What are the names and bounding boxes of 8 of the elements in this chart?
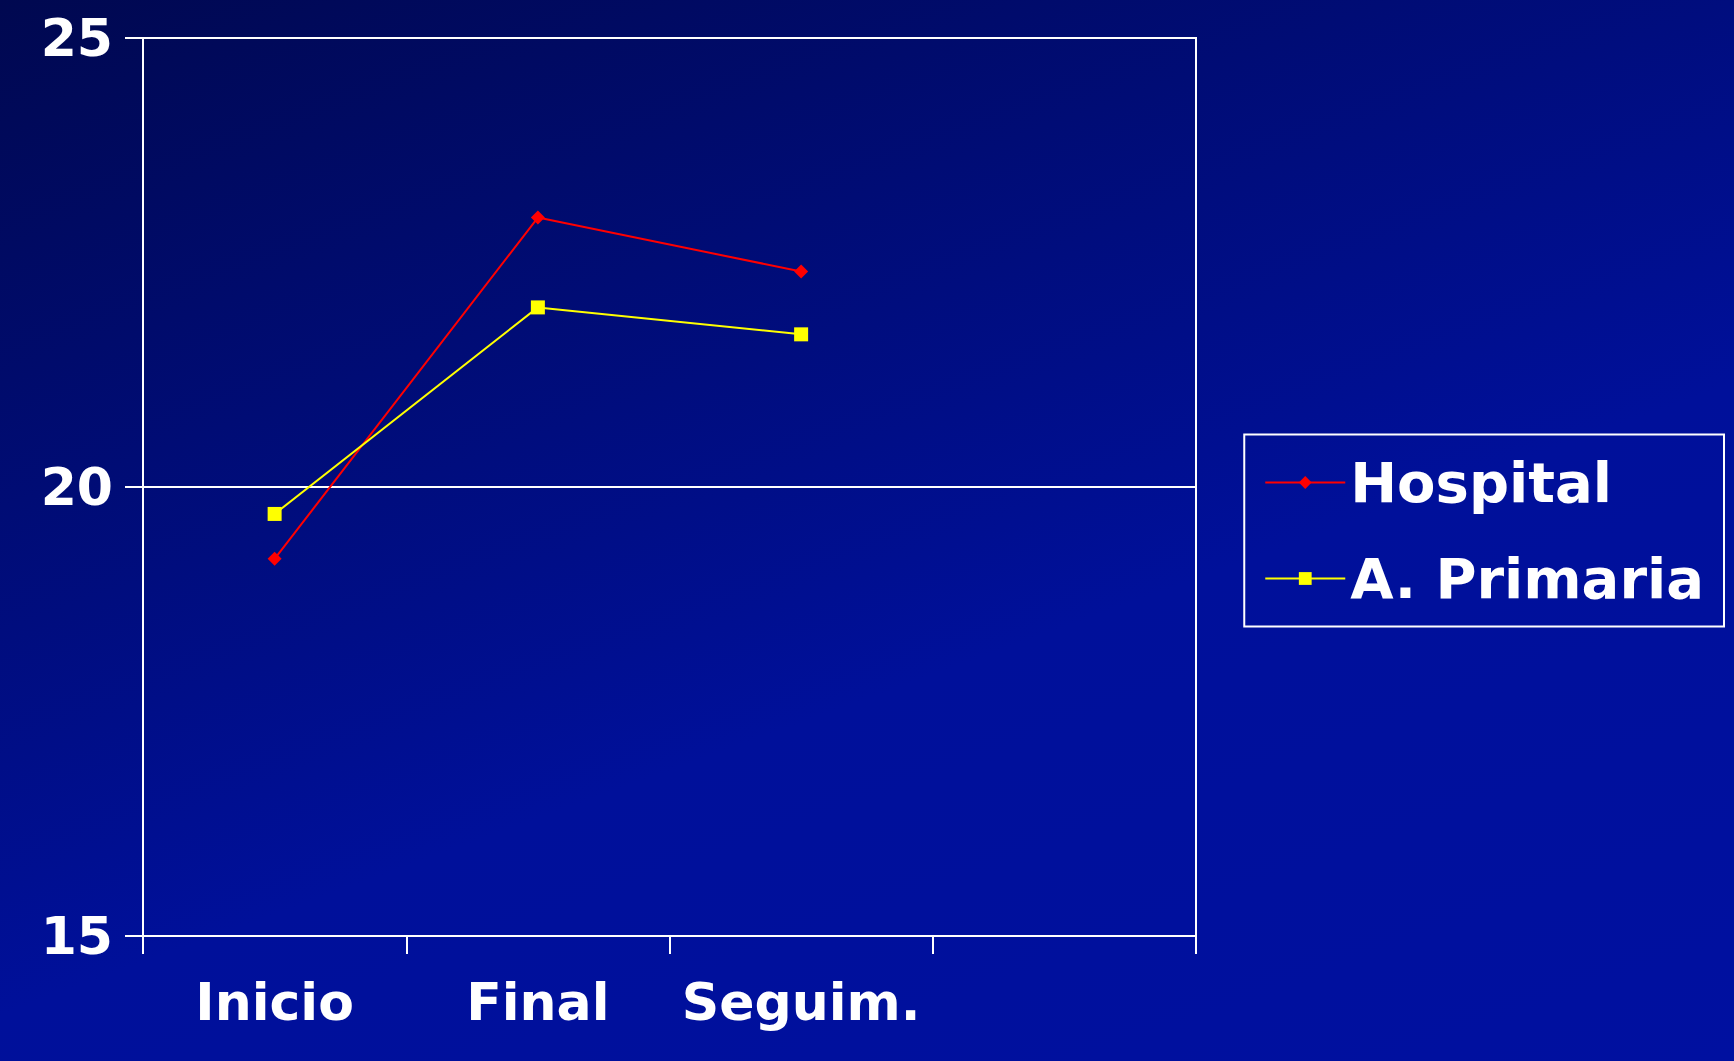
x-tick-label: Inicio [195,972,354,1032]
x-tick-label: Seguim. [681,972,921,1032]
y-tick-label: 25 [40,8,113,68]
legend-label: Hospital [1350,450,1612,515]
legend-label: A. Primaria [1350,546,1704,611]
y-tick-label: 20 [40,457,113,517]
y-tick-label: 15 [40,906,113,966]
x-tick-label: Final [466,972,610,1032]
